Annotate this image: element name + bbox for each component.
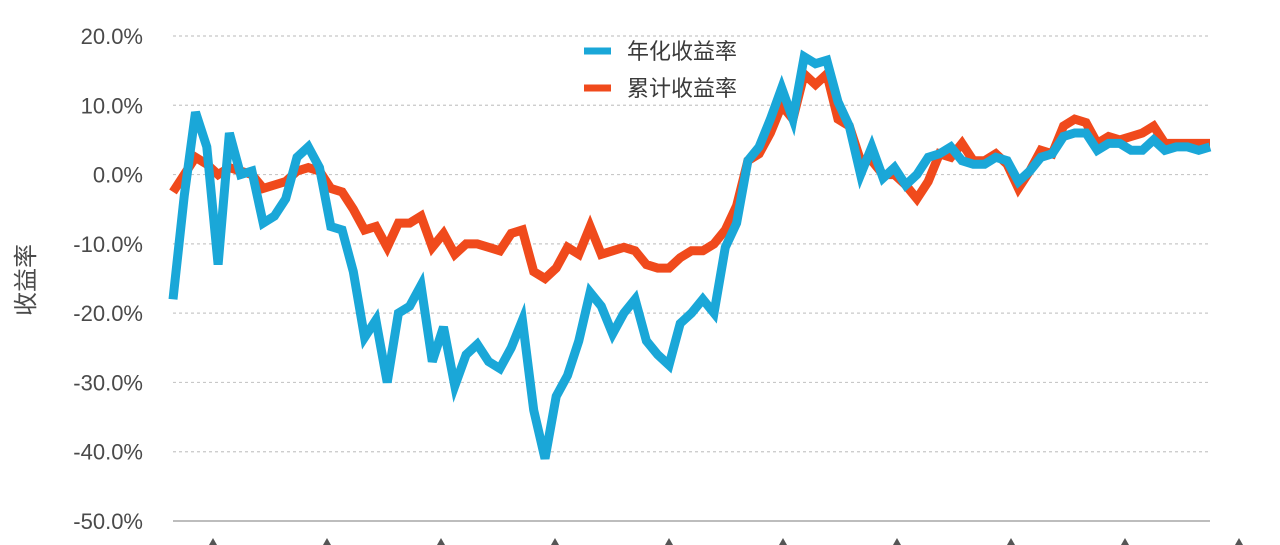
x-tick-mark <box>779 538 787 545</box>
gridlines <box>173 35 1210 522</box>
x-tick-mark <box>323 538 331 545</box>
y-axis-ticks: 20.0% 10.0% 0.0% -10.0% -20.0% -30.0% -40.0% -5… <box>73 24 143 534</box>
x-tick-mark <box>893 538 901 545</box>
series-line-annualized <box>168 49 1212 460</box>
legend-label: 年化收益率 <box>627 39 737 64</box>
y-tick-label: -20.0% <box>73 301 143 326</box>
x-tick-mark <box>1007 538 1015 545</box>
series-lines <box>168 49 1212 460</box>
x-tick-mark <box>437 538 445 545</box>
x-axis-ticks <box>209 538 1243 545</box>
y-tick-label: -30.0% <box>73 370 143 395</box>
y-tick-label: -50.0% <box>73 509 143 534</box>
x-tick-mark <box>665 538 673 545</box>
y-tick-label: -40.0% <box>73 440 143 465</box>
legend-label: 累计收益率 <box>627 76 737 101</box>
x-tick-mark <box>209 538 217 545</box>
y-tick-label: 20.0% <box>81 24 143 49</box>
x-tick-mark <box>1235 538 1243 545</box>
y-tick-label: -10.0% <box>73 232 143 257</box>
x-tick-mark <box>1121 538 1129 545</box>
y-tick-label: 10.0% <box>81 93 143 118</box>
x-tick-mark <box>551 538 559 545</box>
y-axis-title: 收益率 <box>13 244 40 316</box>
y-tick-label: 0.0% <box>93 163 143 188</box>
